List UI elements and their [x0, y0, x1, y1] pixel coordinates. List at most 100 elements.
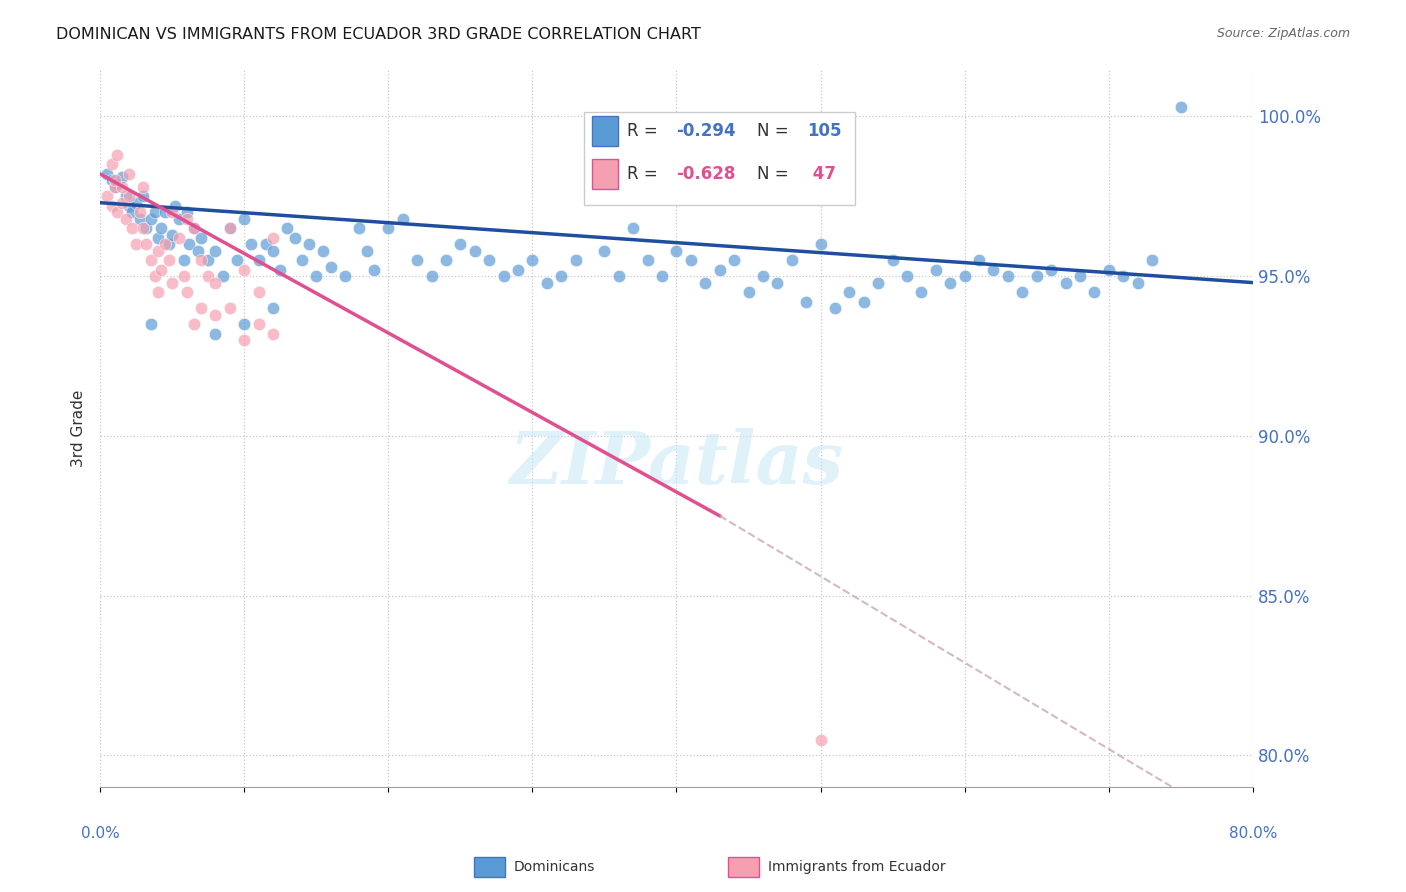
Text: 105: 105 [807, 122, 841, 140]
Point [910, 285, 932, 300]
Point [103, 179, 125, 194]
Point [464, 244, 486, 258]
Point [233, 317, 256, 331]
Point [111, 195, 134, 210]
Point [254, 237, 277, 252]
Point [146, 231, 169, 245]
Point [176, 205, 198, 219]
Point [269, 262, 291, 277]
Bar [592, 159, 617, 189]
Point [420, 269, 443, 284]
Point [997, 269, 1019, 284]
Point [233, 333, 256, 347]
Point [139, 253, 162, 268]
Point [564, 253, 586, 268]
Point [173, 269, 195, 284]
Text: DOMINICAN VS IMMIGRANTS FROM ECUADOR 3RD GRADE CORRELATION CHART: DOMINICAN VS IMMIGRANTS FROM ECUADOR 3RD… [56, 27, 702, 42]
Point [356, 244, 378, 258]
Bar [728, 857, 759, 877]
Text: -0.294: -0.294 [676, 122, 737, 140]
Point [190, 253, 212, 268]
Point [1040, 262, 1063, 277]
Point [810, 237, 832, 252]
Point [197, 253, 219, 268]
Point [204, 326, 226, 341]
Point [276, 221, 298, 235]
Point [794, 294, 817, 309]
Point [111, 179, 134, 194]
Point [752, 269, 775, 284]
Point [183, 221, 205, 235]
Point [1140, 253, 1163, 268]
Point [838, 285, 860, 300]
Point [96, 189, 118, 203]
Point [896, 269, 918, 284]
Point [96, 167, 118, 181]
Point [492, 269, 515, 284]
Point [197, 269, 219, 284]
Text: R =: R = [627, 165, 662, 183]
Point [143, 205, 166, 219]
Point [262, 326, 284, 341]
Point [107, 148, 129, 162]
Point [173, 253, 195, 268]
Point [695, 276, 717, 290]
Point [882, 253, 904, 268]
Point [1069, 269, 1091, 284]
Point [132, 189, 155, 203]
Point [665, 244, 688, 258]
Point [1126, 276, 1149, 290]
Point [160, 276, 183, 290]
Point [305, 269, 328, 284]
Point [211, 269, 233, 284]
Point [434, 253, 457, 268]
Point [780, 253, 803, 268]
Text: 0.0%: 0.0% [80, 826, 120, 841]
Point [135, 221, 157, 235]
Point [107, 205, 129, 219]
Point [218, 221, 240, 235]
Point [233, 262, 256, 277]
Point [118, 189, 141, 203]
Point [218, 301, 240, 315]
Point [1098, 262, 1121, 277]
Point [363, 262, 385, 277]
Point [824, 301, 846, 315]
Point [852, 294, 875, 309]
Point [1112, 269, 1135, 284]
Point [550, 269, 572, 284]
Point [218, 221, 240, 235]
Point [125, 237, 148, 252]
Point [187, 244, 209, 258]
Point [1025, 269, 1047, 284]
Point [247, 285, 270, 300]
Point [291, 253, 314, 268]
Point [262, 301, 284, 315]
Point [176, 285, 198, 300]
Point [506, 262, 529, 277]
Bar [474, 857, 505, 877]
Text: 80.0%: 80.0% [1229, 826, 1277, 841]
Point [121, 221, 143, 235]
Point [190, 231, 212, 245]
Point [169, 231, 191, 245]
Text: R =: R = [627, 122, 662, 140]
Point [284, 231, 307, 245]
Point [247, 317, 270, 331]
Point [139, 317, 162, 331]
Point [723, 253, 745, 268]
Point [651, 269, 673, 284]
Point [204, 308, 226, 322]
Point [679, 253, 702, 268]
Y-axis label: 3rd Grade: 3rd Grade [72, 389, 86, 467]
Point [298, 237, 321, 252]
Point [607, 269, 630, 284]
Point [1083, 285, 1105, 300]
Point [333, 269, 356, 284]
Point [766, 276, 789, 290]
Point [377, 221, 399, 235]
Text: Source: ZipAtlas.com: Source: ZipAtlas.com [1216, 27, 1350, 40]
Point [100, 199, 122, 213]
Point [160, 205, 183, 219]
Point [111, 170, 134, 185]
